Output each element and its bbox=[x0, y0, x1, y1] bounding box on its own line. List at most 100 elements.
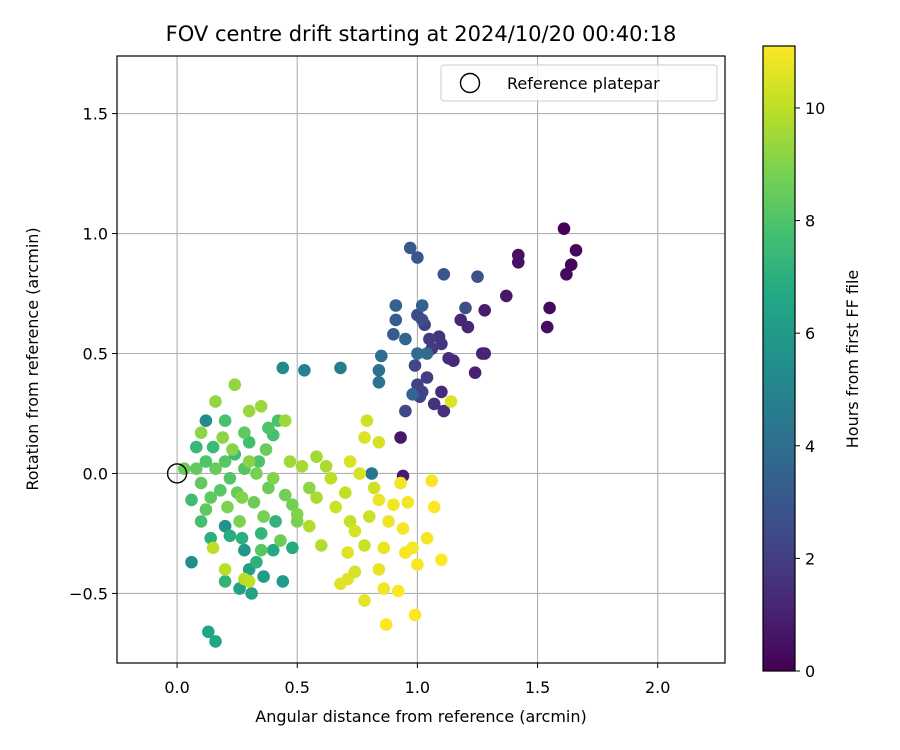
x-axis-ticks: 0.0 0.5 1.0 1.5 2.0 bbox=[164, 663, 670, 697]
colorbar-tick-label: 2 bbox=[805, 549, 815, 568]
data-point bbox=[242, 436, 256, 449]
data-point bbox=[223, 529, 237, 543]
colorbar-frame bbox=[762, 45, 796, 672]
data-point bbox=[391, 584, 405, 598]
data-point bbox=[262, 481, 275, 495]
data-point bbox=[420, 531, 434, 545]
data-point bbox=[411, 251, 424, 264]
data-point bbox=[218, 563, 232, 576]
data-point bbox=[310, 491, 323, 504]
data-point bbox=[360, 414, 374, 428]
data-point bbox=[358, 431, 371, 444]
x-tick-label: 1.5 bbox=[525, 678, 550, 697]
data-point bbox=[276, 361, 290, 375]
data-point bbox=[259, 443, 273, 456]
data-point bbox=[343, 455, 357, 468]
colorbar-tick-label: 0 bbox=[805, 662, 815, 681]
data-point bbox=[218, 575, 232, 588]
reference-marker bbox=[166, 463, 188, 484]
data-point bbox=[257, 510, 270, 523]
y-tick-label: −0.5 bbox=[69, 584, 108, 603]
data-point bbox=[238, 426, 251, 440]
data-point bbox=[557, 222, 571, 235]
data-point bbox=[435, 385, 448, 399]
data-point bbox=[401, 496, 415, 509]
data-point bbox=[394, 476, 407, 490]
data-point bbox=[444, 395, 458, 408]
colorbar-tick-label: 8 bbox=[805, 212, 815, 231]
data-point bbox=[437, 268, 451, 281]
data-point bbox=[396, 522, 410, 535]
data-point bbox=[295, 460, 309, 473]
x-tick-label: 0.5 bbox=[285, 678, 310, 697]
data-point bbox=[194, 476, 208, 490]
data-point bbox=[379, 618, 393, 631]
data-point bbox=[274, 534, 287, 547]
data-point bbox=[334, 361, 347, 375]
data-point bbox=[245, 587, 258, 600]
data-point bbox=[303, 481, 316, 495]
data-point bbox=[372, 436, 386, 449]
data-point bbox=[315, 539, 328, 552]
data-point bbox=[387, 328, 400, 341]
data-point bbox=[194, 515, 208, 528]
colorbar-label: Hours from first FF file bbox=[843, 270, 862, 449]
data-point bbox=[437, 404, 451, 418]
data-point bbox=[468, 366, 482, 380]
data-point bbox=[423, 332, 436, 346]
data-point bbox=[290, 507, 304, 521]
data-point bbox=[257, 570, 270, 583]
data-point bbox=[226, 443, 239, 456]
data-point bbox=[218, 455, 232, 468]
data-point bbox=[278, 414, 292, 428]
plot-area bbox=[116, 55, 726, 664]
data-point bbox=[276, 575, 290, 588]
data-point bbox=[216, 431, 229, 444]
data-point bbox=[185, 493, 198, 507]
y-tick-label: 0.0 bbox=[83, 464, 108, 483]
data-point bbox=[202, 625, 215, 639]
data-point bbox=[206, 541, 220, 555]
data-point bbox=[204, 491, 217, 504]
y-tick-label: 1.5 bbox=[83, 105, 108, 124]
data-point bbox=[372, 563, 386, 576]
y-tick-label: 0.5 bbox=[83, 345, 108, 364]
data-point bbox=[214, 484, 227, 497]
plot-background bbox=[117, 56, 725, 663]
data-point bbox=[341, 546, 355, 559]
data-point bbox=[389, 299, 403, 312]
data-point bbox=[353, 467, 367, 480]
legend-label: Reference platepar bbox=[507, 74, 660, 93]
data-point bbox=[339, 486, 352, 500]
data-point bbox=[372, 376, 386, 389]
x-tick-label: 1.0 bbox=[405, 678, 430, 697]
data-point bbox=[194, 426, 208, 440]
data-point bbox=[242, 575, 256, 588]
data-point bbox=[209, 395, 222, 408]
data-point bbox=[250, 467, 263, 480]
data-point bbox=[269, 515, 282, 528]
data-point bbox=[242, 455, 256, 468]
data-point bbox=[399, 332, 412, 346]
data-point bbox=[564, 258, 578, 272]
data-point bbox=[247, 496, 261, 509]
data-point bbox=[266, 543, 280, 557]
data-point bbox=[415, 313, 429, 327]
data-point bbox=[206, 440, 220, 454]
data-point bbox=[367, 481, 381, 495]
data-point bbox=[254, 543, 268, 557]
y-axis-label: Rotation from reference (arcmin) bbox=[23, 227, 42, 490]
data-point bbox=[266, 472, 280, 485]
data-point bbox=[218, 519, 232, 533]
data-point bbox=[399, 404, 412, 418]
data-point bbox=[228, 378, 242, 392]
data-point bbox=[420, 347, 434, 360]
x-tick-label: 2.0 bbox=[645, 678, 670, 697]
colorbar: 0 2 4 6 8 10 Hours from first FF file bbox=[762, 45, 862, 681]
data-point bbox=[471, 270, 484, 284]
data-point bbox=[250, 555, 263, 569]
data-point bbox=[238, 543, 251, 557]
y-tick-label: 1.0 bbox=[83, 225, 108, 244]
data-point bbox=[329, 500, 343, 514]
data-point bbox=[319, 460, 333, 473]
